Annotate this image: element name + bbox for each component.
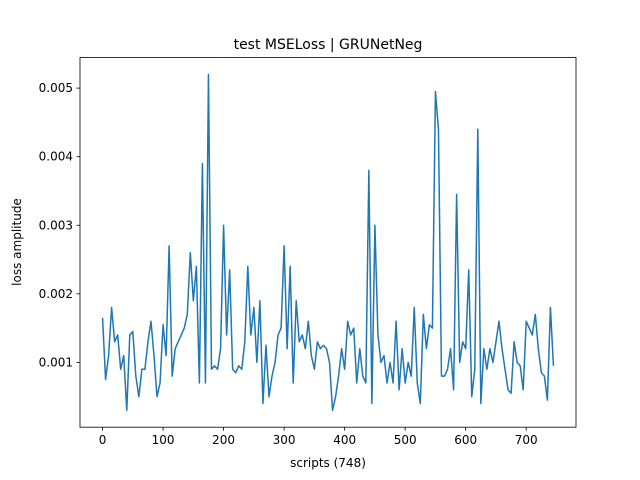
data-line (101, 73, 555, 412)
y-tick-label: 0.002 (39, 287, 73, 301)
chart-title: test MSELoss | GRUNetNeg (234, 37, 423, 53)
y-tick-label: 0.005 (39, 81, 73, 95)
y-tick-label: 0.004 (39, 150, 73, 164)
x-axis-label: scripts (748) (290, 456, 366, 470)
x-tick-label: 700 (515, 433, 538, 447)
y-axis-label: loss amplitude (10, 198, 24, 286)
x-tick-label: 400 (333, 433, 356, 447)
x-tick-label: 200 (212, 433, 235, 447)
x-tick-label: 100 (152, 433, 175, 447)
y-tick-label: 0.001 (39, 355, 73, 369)
plot-frame (79, 57, 577, 428)
y-tick-label: 0.003 (39, 218, 73, 232)
x-tick-label: 600 (454, 433, 477, 447)
x-tick-label: 0 (99, 433, 107, 447)
x-tick-label: 300 (273, 433, 296, 447)
x-tick-label: 500 (394, 433, 417, 447)
